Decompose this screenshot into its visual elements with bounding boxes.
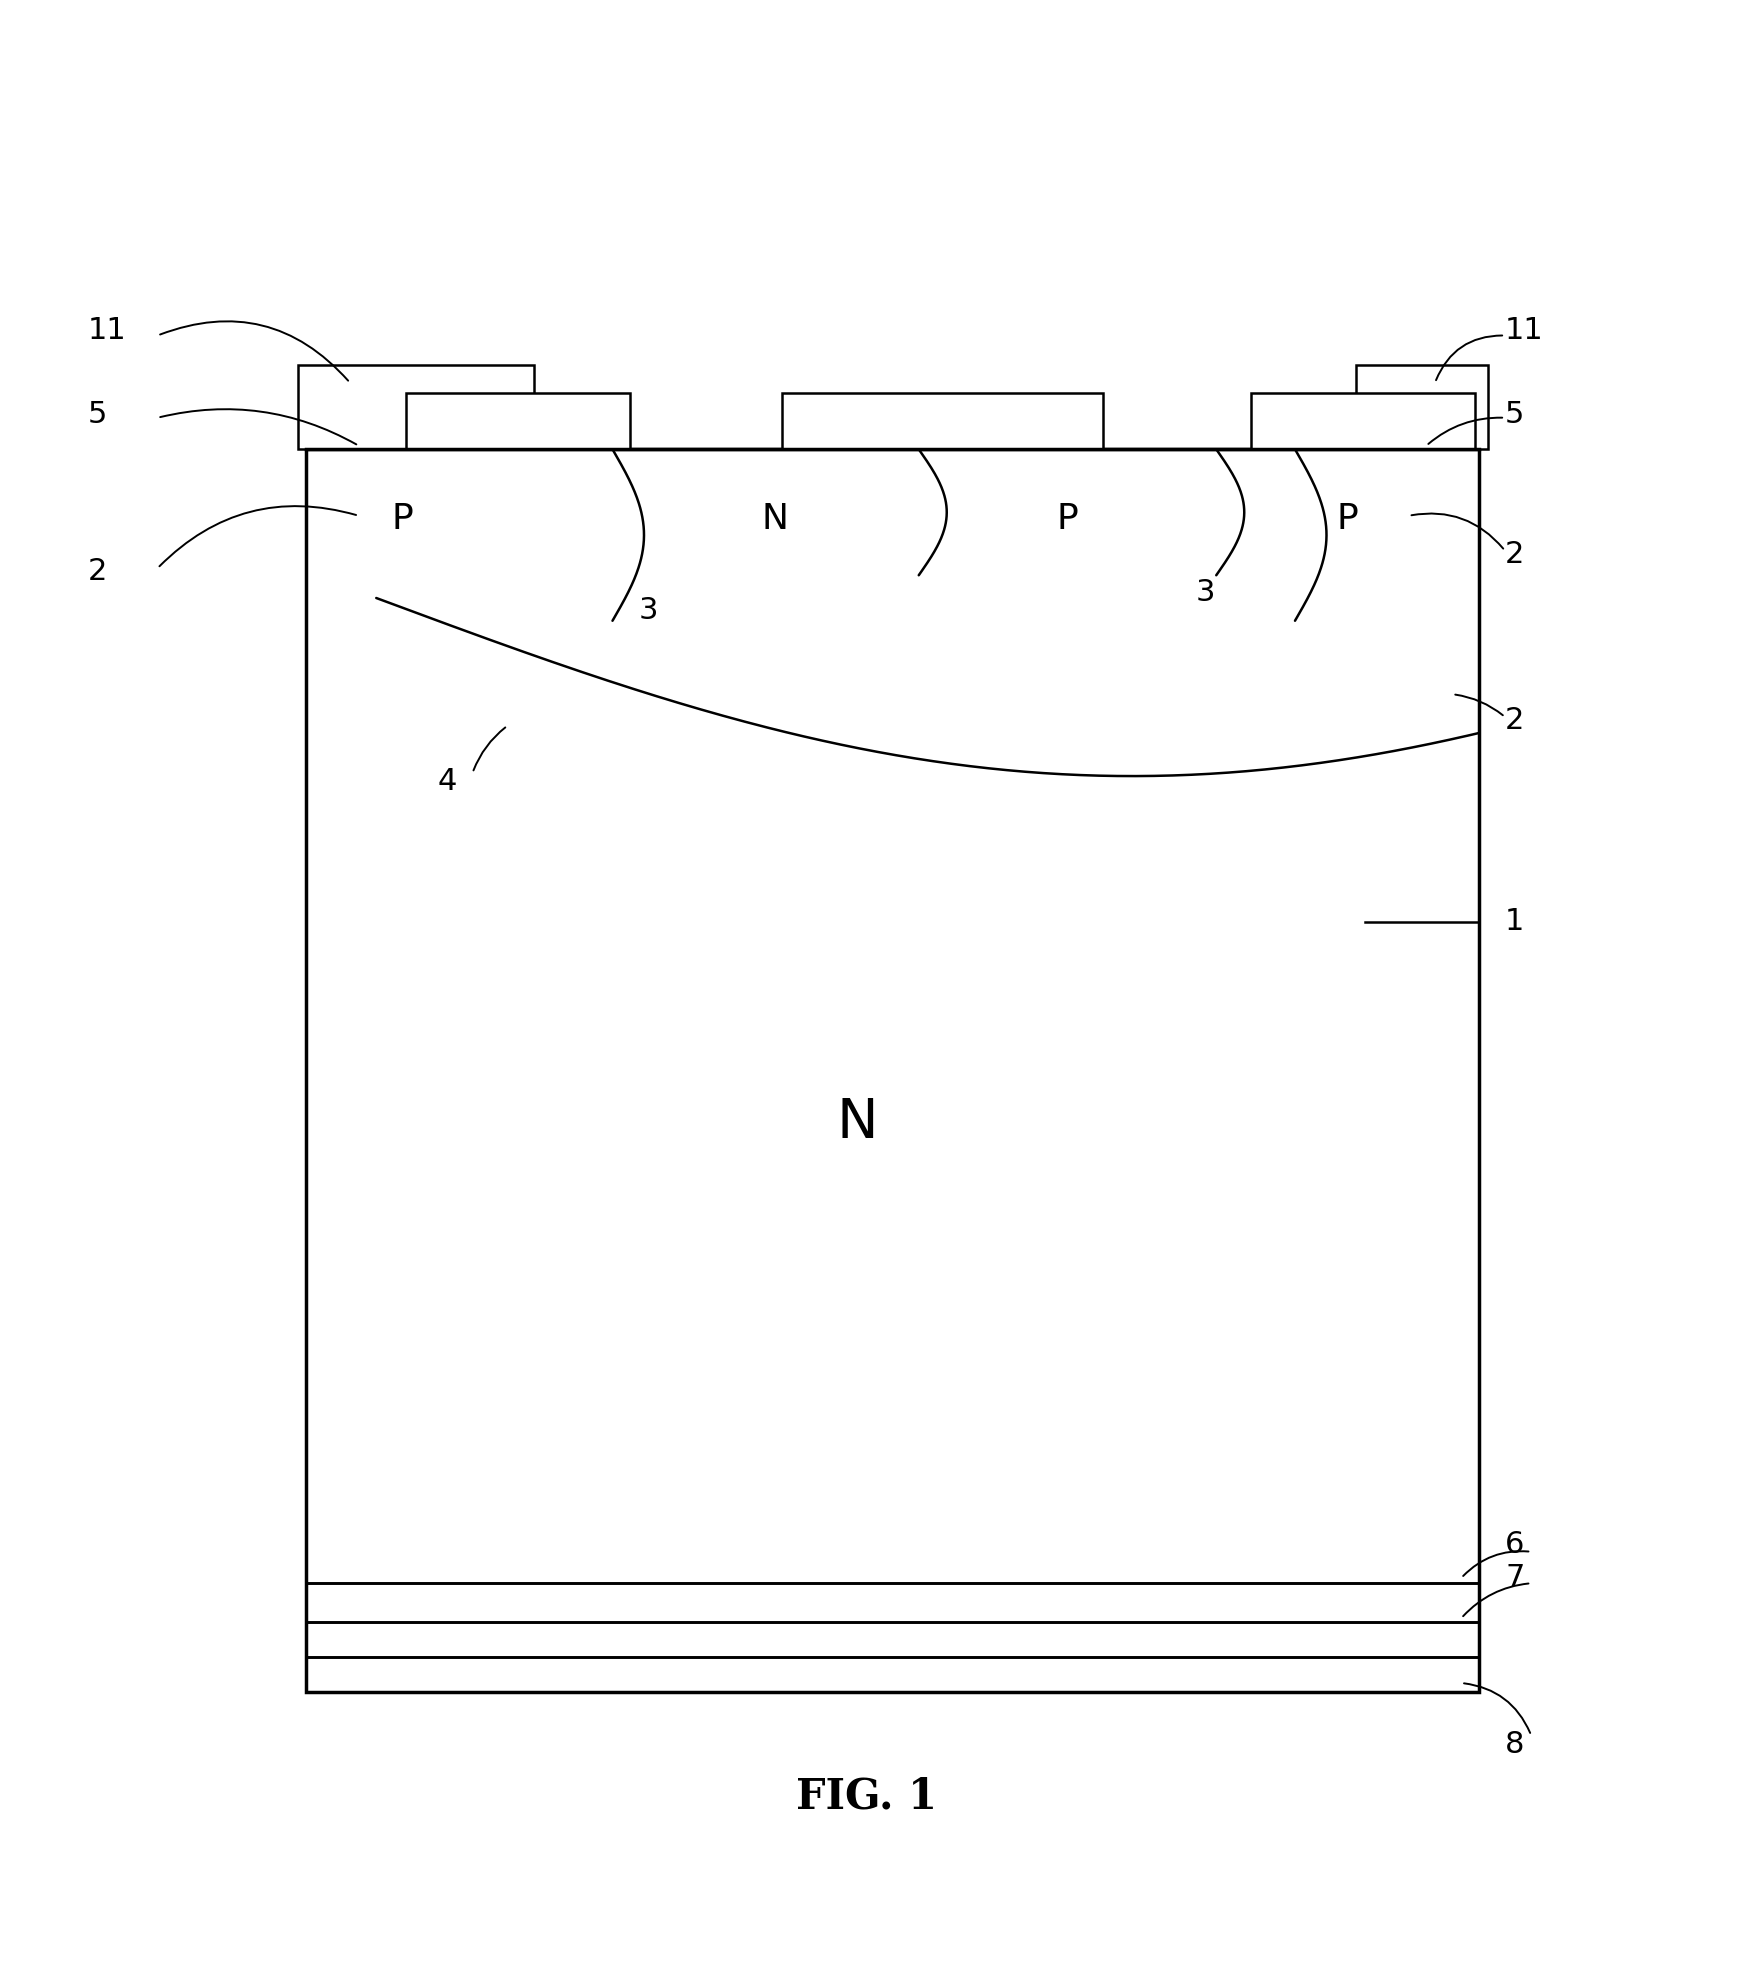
Text: P: P — [392, 501, 413, 537]
Text: 3: 3 — [639, 596, 658, 625]
Bar — [406, 393, 630, 450]
Text: 11: 11 — [1505, 317, 1544, 344]
Text: N: N — [836, 1095, 878, 1150]
Text: 8: 8 — [1505, 1730, 1524, 1760]
Bar — [1251, 393, 1475, 450]
Text: 1: 1 — [1505, 906, 1524, 936]
Text: 2: 2 — [1505, 706, 1524, 735]
Text: 7: 7 — [1505, 1563, 1524, 1592]
Text: 2: 2 — [88, 556, 107, 586]
Text: 3: 3 — [1195, 578, 1214, 607]
Text: 11: 11 — [88, 317, 126, 344]
Bar — [782, 393, 1102, 450]
Bar — [298, 366, 534, 450]
Text: P: P — [1057, 501, 1078, 537]
Text: 4: 4 — [438, 767, 457, 796]
Text: FIG. 1: FIG. 1 — [796, 1775, 936, 1819]
Text: 6: 6 — [1505, 1530, 1524, 1559]
Bar — [1356, 366, 1488, 450]
Bar — [306, 450, 1479, 1693]
Text: 2: 2 — [1505, 541, 1524, 568]
Text: P: P — [1337, 501, 1358, 537]
Text: 5: 5 — [88, 399, 107, 429]
Text: N: N — [761, 501, 789, 537]
Text: 5: 5 — [1505, 399, 1524, 429]
